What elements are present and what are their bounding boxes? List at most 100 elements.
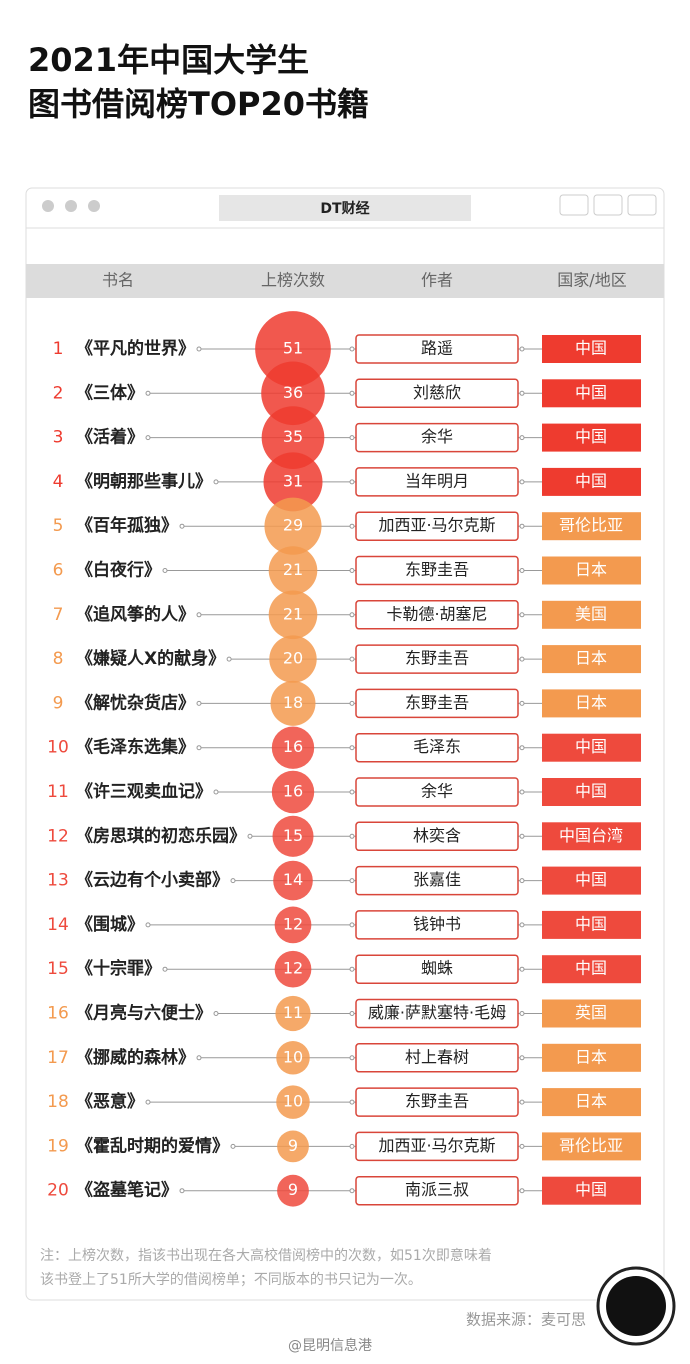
country-box xyxy=(542,910,641,939)
connector-dot xyxy=(145,435,151,441)
window-icon xyxy=(559,194,589,216)
connector-dot xyxy=(519,1099,525,1105)
connector-dot xyxy=(349,700,355,706)
connector-dot xyxy=(519,966,525,972)
book-title: 《月亮与六便士》 xyxy=(76,1003,212,1024)
value-label: 18 xyxy=(283,693,303,712)
connector-dot xyxy=(349,1188,355,1194)
author-box xyxy=(355,1087,519,1117)
country: 中国 xyxy=(575,870,607,889)
author-box xyxy=(355,998,519,1029)
author: 村上春树 xyxy=(405,1047,469,1066)
country: 日本 xyxy=(575,693,607,712)
bubble xyxy=(274,950,312,988)
connector-dot xyxy=(230,1143,236,1149)
author: 毛泽东 xyxy=(413,737,461,756)
book-title: 《挪威的森林》 xyxy=(76,1047,195,1068)
author: 路遥 xyxy=(421,339,453,358)
bubble xyxy=(270,680,316,726)
rank: 9 xyxy=(53,693,64,713)
country: 中国台湾 xyxy=(559,826,623,845)
connector-dot xyxy=(179,523,185,529)
author: 东野圭吾 xyxy=(405,649,469,668)
connector-dot xyxy=(179,1188,185,1194)
value-label: 9 xyxy=(288,1136,298,1155)
connector-dot xyxy=(196,745,202,751)
value-label: 36 xyxy=(283,383,303,402)
connector-dot xyxy=(247,833,253,839)
book-title: 《恶意》 xyxy=(76,1091,144,1112)
connector-dot xyxy=(349,1011,355,1016)
book-title: 《云边有个小卖部》 xyxy=(76,870,229,891)
author-box xyxy=(355,1175,519,1206)
country-box xyxy=(542,733,641,762)
book-title: 《百年孤独》 xyxy=(76,515,178,536)
window-button xyxy=(42,200,54,212)
bubble xyxy=(271,726,315,769)
country: 美国 xyxy=(575,604,607,623)
connector-dot xyxy=(519,922,525,928)
book-title: 《嫌疑人X的献身》 xyxy=(76,648,225,669)
connector-dot xyxy=(145,922,151,928)
source: 数据来源：麦可思 xyxy=(466,1311,586,1329)
connector-dot xyxy=(213,1011,219,1016)
bubble xyxy=(263,452,323,512)
rank: 5 xyxy=(53,516,64,536)
connector-dot xyxy=(349,789,355,795)
country: 哥伦比亚 xyxy=(559,1136,623,1155)
column-header: 国家/地区 xyxy=(557,271,626,290)
bubble xyxy=(277,1130,309,1163)
connector-dot xyxy=(349,612,355,618)
title-line: 图书借阅榜TOP20书籍 xyxy=(28,85,369,123)
window-title: DT财经 xyxy=(320,200,369,217)
rank: 12 xyxy=(47,826,69,846)
country-box xyxy=(542,955,641,984)
value-label: 16 xyxy=(283,737,303,756)
connector-dot xyxy=(196,1055,202,1061)
value-label: 16 xyxy=(283,782,303,801)
author: 刘慈欣 xyxy=(413,383,461,402)
country-box xyxy=(542,1088,641,1117)
address-bar xyxy=(219,195,471,221)
book-title: 《白夜行》 xyxy=(76,560,161,581)
country: 中国 xyxy=(575,471,607,490)
note: 该书登上了51所大学的借阅榜单；不同版本的书只记为一次。 xyxy=(40,1271,422,1288)
connector-dot xyxy=(349,745,355,751)
author: 余华 xyxy=(421,427,453,446)
value-label: 21 xyxy=(283,604,303,623)
rank: 6 xyxy=(53,561,64,581)
country-box xyxy=(542,467,641,496)
country-box xyxy=(542,335,641,363)
book-title: 《三体》 xyxy=(76,382,144,403)
connector-dot xyxy=(519,656,525,662)
book-title: 《十宗罪》 xyxy=(76,958,161,979)
bubble xyxy=(272,815,314,857)
country-box xyxy=(542,778,641,806)
connector-dot xyxy=(213,479,219,485)
country-box xyxy=(542,600,641,629)
bubble xyxy=(269,635,317,683)
country: 中国 xyxy=(575,383,607,402)
book-title: 《围城》 xyxy=(76,914,144,935)
country-box xyxy=(542,999,641,1028)
book-title: 《明朝那些事儿》 xyxy=(76,471,212,492)
connector-dot xyxy=(519,390,525,396)
bubble xyxy=(274,906,312,944)
author-box xyxy=(355,821,519,852)
note: 注：上榜次数，指该书出现在各大高校借阅榜中的次数，如51次即意味着 xyxy=(40,1247,492,1264)
author-box xyxy=(355,600,519,630)
country-box xyxy=(542,379,641,408)
connector-dot xyxy=(519,833,525,839)
author-box xyxy=(355,732,519,763)
connector-dot xyxy=(349,878,355,884)
connector-dot xyxy=(349,390,355,396)
country: 英国 xyxy=(575,1003,607,1022)
connector-dot xyxy=(349,1055,355,1061)
rank: 8 xyxy=(53,649,64,669)
column-header: 上榜次数 xyxy=(261,271,325,290)
bubble xyxy=(271,770,315,814)
connector-dot xyxy=(196,346,202,352)
value-label: 15 xyxy=(283,826,303,845)
connector-dot xyxy=(519,1143,525,1149)
author-box xyxy=(355,1131,519,1162)
